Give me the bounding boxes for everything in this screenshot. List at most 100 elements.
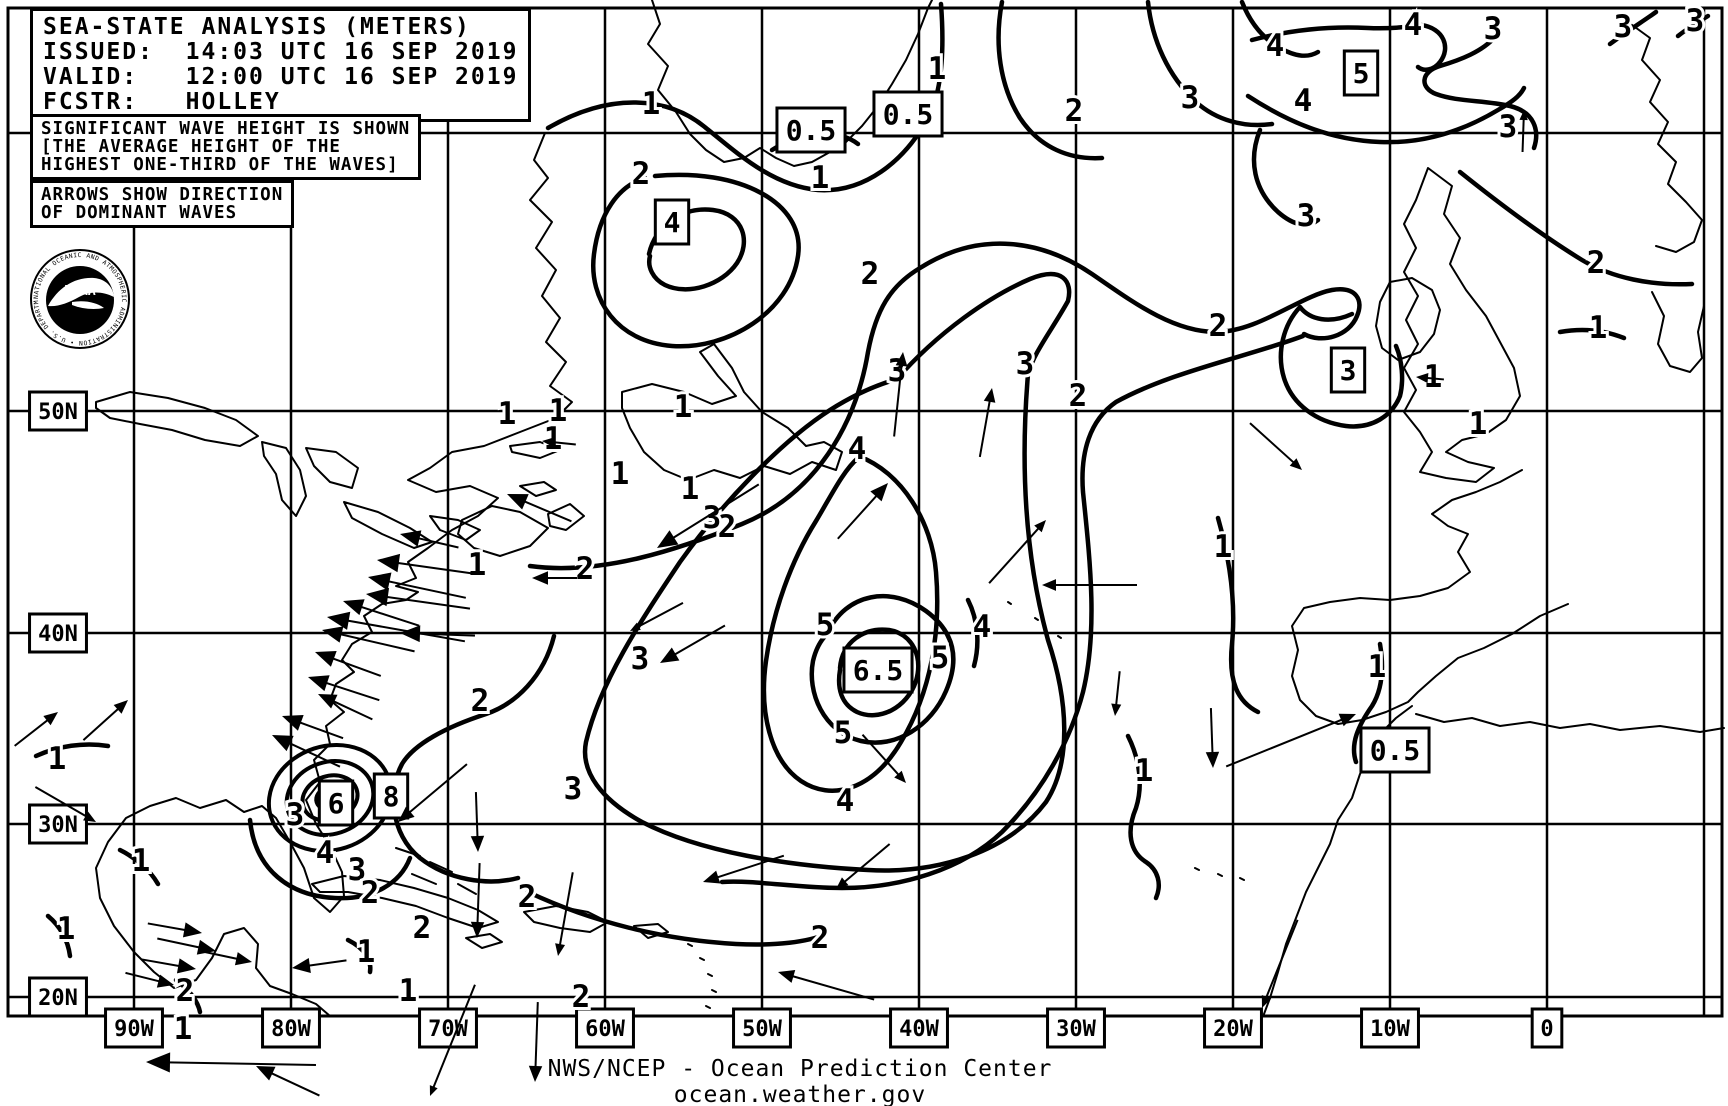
- coastlines: [95, 0, 1725, 1017]
- wave-arrow-head: [196, 939, 216, 955]
- contour-value-label: 1: [498, 396, 517, 432]
- wave-arrow-tail: [147, 922, 192, 933]
- wave-arrow-tail: [339, 618, 466, 643]
- wave-arrow-tail: [141, 958, 186, 969]
- contour-value-label: 1: [48, 741, 67, 777]
- wave-arrow-tail: [668, 624, 726, 659]
- footer-url-line: ocean.weather.gov: [673, 1082, 927, 1106]
- contour-value-label: 4: [1294, 83, 1313, 119]
- coastline-path: [687, 943, 717, 1009]
- wave-arrow-tail: [389, 560, 472, 575]
- wave-arrow-tail: [1263, 919, 1299, 1002]
- coastline-path: [1375, 277, 1441, 361]
- wave-arrow-head: [470, 835, 485, 852]
- contour-path: [391, 633, 557, 884]
- wave-arrow-head: [1205, 751, 1220, 768]
- lat-label-text: 40N: [38, 622, 78, 647]
- wave-arrow-tail: [34, 786, 91, 820]
- wave-arrow-tail: [476, 863, 481, 929]
- wave-arrow-head: [528, 1065, 543, 1082]
- wave-arrow-head: [43, 712, 58, 726]
- wave-arrow-tail: [14, 716, 52, 747]
- contour-path: [1215, 515, 1261, 715]
- wave-arrow-tail: [319, 679, 380, 702]
- lat-label-text: 50N: [38, 400, 78, 425]
- footer-agency-line: NWS/NCEP - Ocean Prediction Center: [547, 1056, 1053, 1082]
- contour-path: [1145, 0, 1275, 128]
- footer-credit: NWS/NCEP - Ocean Prediction Center ocean…: [0, 1056, 1600, 1106]
- coastline-path: [457, 505, 549, 557]
- generated-symbols: 50N 40N 30N 20N 90W 80W 70W 60W 50W 40W 30W 20W 10W 0…: [14, 0, 1707, 1097]
- contour-value-label: 3: [631, 641, 650, 677]
- wave-arrow-head: [146, 1052, 171, 1073]
- wave-arrow-tail: [837, 490, 882, 540]
- wave-arrow-head: [315, 650, 337, 667]
- wave-max-box: [842, 646, 914, 694]
- contour-value-label: 2: [1069, 378, 1088, 414]
- contour-value-label: 2: [176, 973, 195, 1009]
- contour-value-label: 5: [931, 640, 950, 676]
- wave-arrow-head: [234, 952, 252, 966]
- contour-value-label: 3: [286, 797, 305, 833]
- analysis-title-box: SEA-STATE ANALYSIS (METERS) ISSUED: 14:0…: [30, 8, 532, 122]
- coastline-path: [547, 503, 585, 531]
- contour-value-label: 3: [564, 771, 583, 807]
- wave-arrow-tail: [634, 601, 684, 630]
- wave-arrow-head: [507, 494, 529, 510]
- wave-arrow-head: [657, 530, 679, 548]
- wave-arrow-tail: [431, 984, 476, 1091]
- wave-arrow-head: [83, 811, 96, 822]
- wave-arrow-head: [272, 735, 294, 752]
- wave-max-text: 0.5: [786, 114, 837, 147]
- wave-arrow-head: [1416, 373, 1429, 384]
- wave-arrow-tail: [325, 655, 382, 677]
- lon-label-box: [732, 1007, 792, 1049]
- contour-path: [809, 594, 956, 745]
- wave-arrow-head: [292, 958, 311, 973]
- contour-value-label: 3: [1016, 346, 1035, 382]
- contour-value-label: 1: [1469, 406, 1488, 442]
- wave-arrow-head: [870, 483, 888, 502]
- contour-value-label: 1: [399, 973, 418, 1009]
- contour-value-label: 2: [861, 256, 880, 292]
- contour-value-label: 2: [1065, 93, 1084, 129]
- contour-value-label: 1: [468, 547, 487, 583]
- wave-arrow-head: [400, 625, 421, 643]
- wave-arrow-tail: [265, 1069, 320, 1097]
- wave-arrow-tail: [861, 734, 902, 779]
- coastline-path: [647, 0, 933, 167]
- coastline-path: [1415, 713, 1725, 733]
- contour-path: [45, 913, 73, 959]
- contour-value-label: 1: [674, 389, 693, 425]
- lon-label-text: 0: [1540, 1017, 1553, 1042]
- wave-arrow-head: [400, 530, 422, 547]
- wave-arrow-head: [282, 714, 304, 731]
- coastline-path: [1627, 21, 1703, 253]
- wave-max-text: 6: [328, 787, 345, 820]
- wave-arrow-tail: [1114, 671, 1121, 709]
- wave-arrow-head: [368, 572, 392, 591]
- contour-value-label: 2: [718, 509, 737, 545]
- contour-value-label: 3: [348, 852, 367, 888]
- wave-arrow-head: [895, 352, 908, 367]
- wave-arrow-tail: [1209, 708, 1214, 759]
- lon-label-text: 90W: [114, 1017, 154, 1042]
- wave-arrow-head: [1042, 579, 1056, 591]
- wave-height-note-box: SIGNIFICANT WAVE HEIGHT IS SHOWN [THE AV…: [30, 114, 422, 180]
- lat-label-box: [28, 612, 88, 654]
- coastline-path: [95, 391, 259, 447]
- contour-path: [761, 453, 940, 793]
- contour-path: [591, 172, 801, 349]
- wave-arrow-head: [327, 611, 351, 630]
- contour-path: [1557, 327, 1627, 341]
- coastline-path: [1291, 469, 1569, 725]
- contour-path: [1251, 127, 1321, 227]
- contour-value-label: 2: [471, 683, 490, 719]
- contour-value-label: 2: [361, 875, 380, 911]
- lon-label-text: 20W: [1213, 1017, 1253, 1042]
- contour-path: [1675, 13, 1711, 39]
- contour-value-label: 1: [1424, 359, 1443, 395]
- wave-arrow-head: [343, 599, 365, 616]
- wave-arrow-tail: [517, 497, 572, 523]
